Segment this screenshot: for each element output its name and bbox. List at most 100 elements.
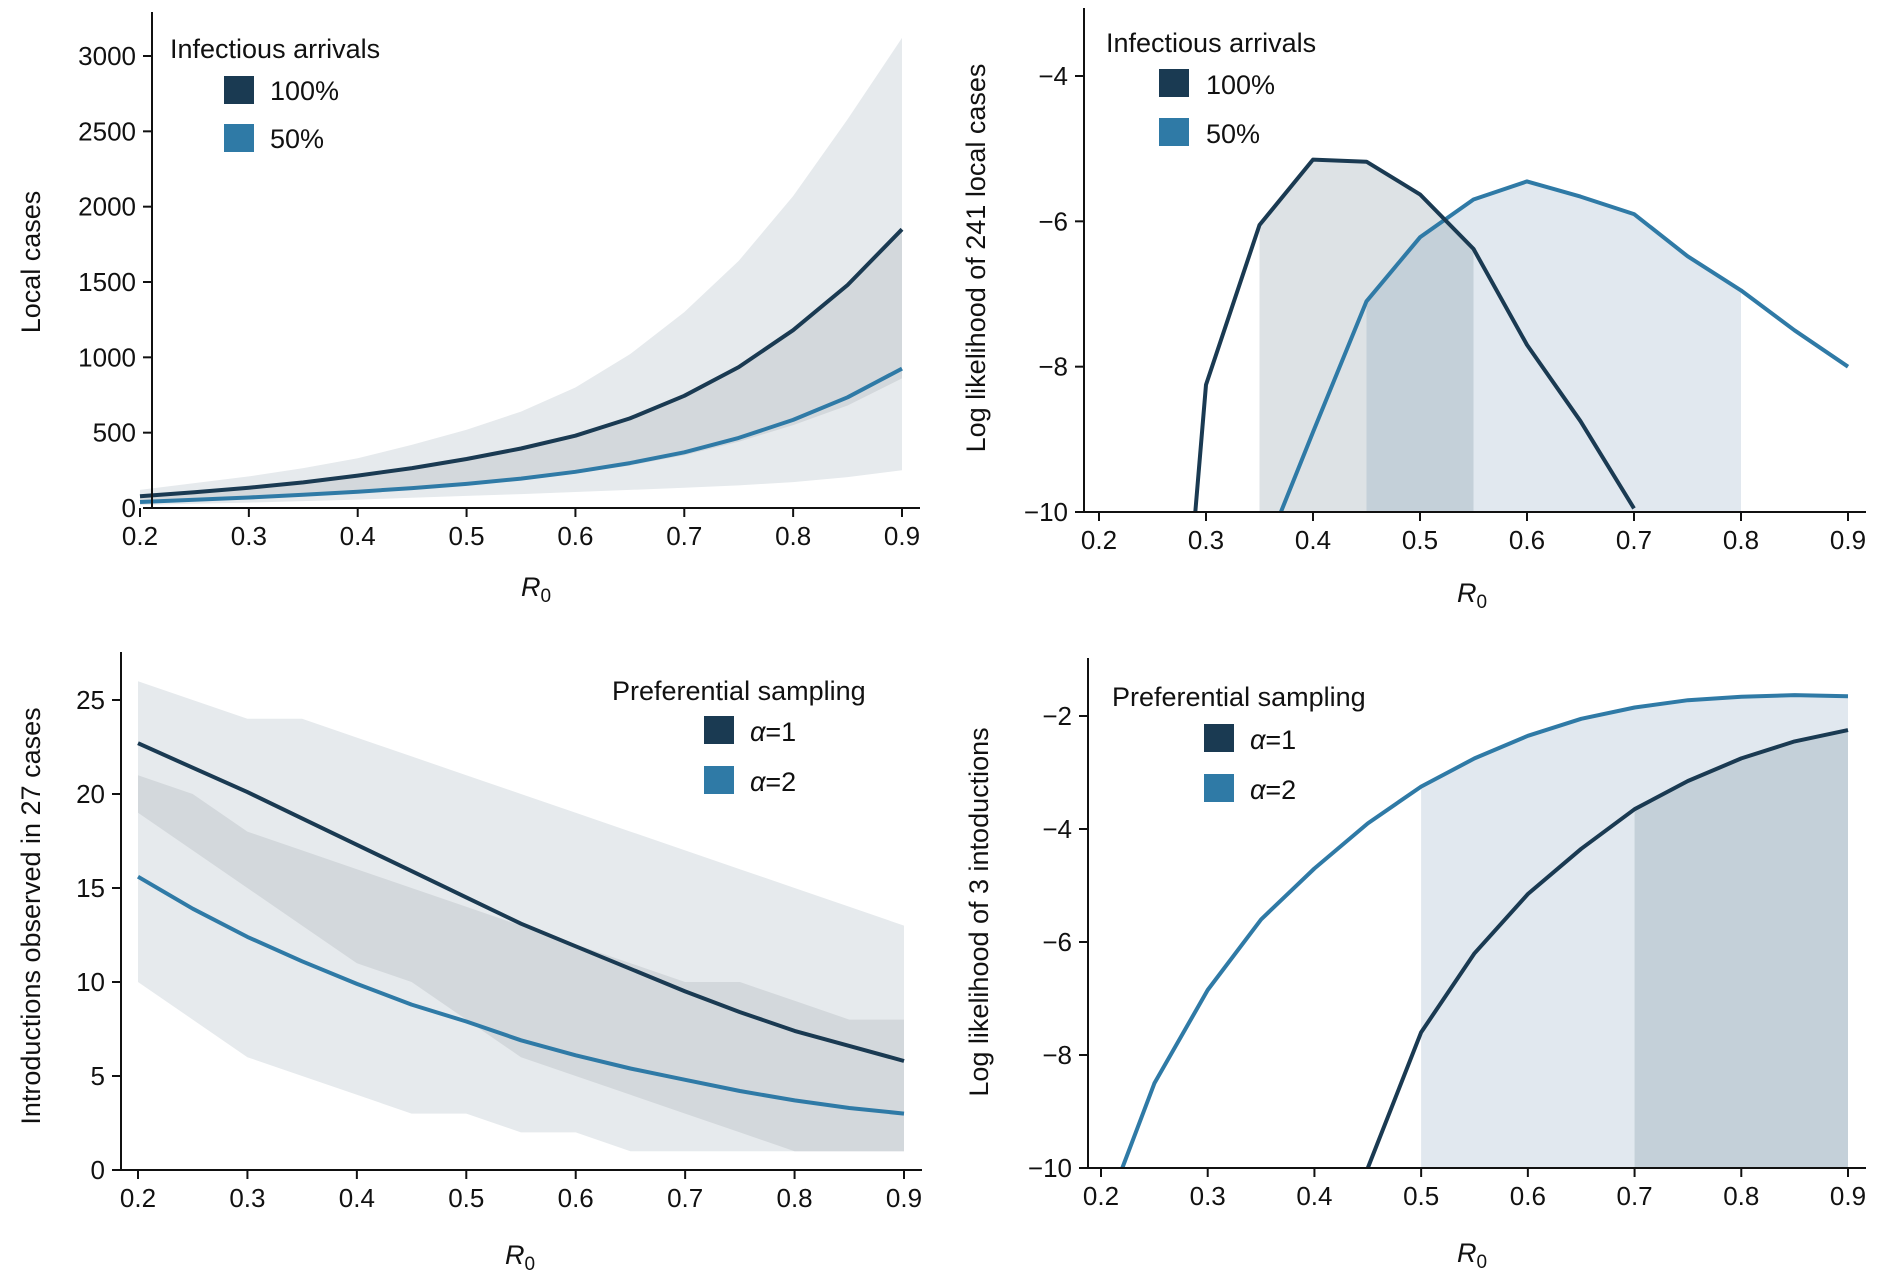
x-tick-label: 0.7 bbox=[666, 521, 702, 551]
x-axis-label-r: R bbox=[1457, 1238, 1477, 1268]
y-axis-label-loglik-local-cases: Log likelihood of 241 local cases bbox=[961, 64, 991, 453]
x-axis-label-r: R bbox=[521, 572, 541, 602]
legend-label-100: 100% bbox=[270, 76, 339, 106]
y-tick-label: −10 bbox=[1024, 497, 1068, 527]
legend-swatch-50 bbox=[224, 124, 254, 152]
ci-overlap bbox=[1634, 730, 1848, 1168]
legend-swatch-alpha2 bbox=[704, 766, 734, 794]
x-tick-label: 0.8 bbox=[1723, 525, 1759, 555]
legend-label-alpha2: α=2 bbox=[1250, 775, 1296, 805]
series-line-first bbox=[1193, 157, 1636, 513]
x-axis-label-loglik-introductions: R0 bbox=[1457, 1238, 1487, 1273]
series-line-first bbox=[139, 227, 904, 499]
series-line-second bbox=[139, 366, 903, 504]
x-tick-label: 0.8 bbox=[1723, 1181, 1759, 1211]
ci-overlap bbox=[1366, 220, 1474, 513]
x-tick-label: 0.8 bbox=[775, 521, 811, 551]
legend-swatch-50 bbox=[1159, 118, 1189, 146]
alpha-symbol: α bbox=[750, 767, 767, 797]
panel-loglik-introductions: 0.2 0.3 0.4 0.5 0.6 0.7 0.8 0.9 −10 −8 −6 −4 −2 Log … bbox=[964, 658, 1866, 1273]
x-tick-label: 0.7 bbox=[667, 1183, 703, 1213]
plot-area-local-cases: 0.2 0.3 0.4 0.5 0.6 0.7 0.8 0.9 0 500 1000 1500 2000… bbox=[78, 12, 920, 551]
legend-label-50: 50% bbox=[270, 124, 324, 154]
x-tick-label: 0.3 bbox=[1190, 1181, 1226, 1211]
y-tick-label: 1000 bbox=[78, 342, 136, 372]
alpha-value: =1 bbox=[765, 717, 796, 747]
y-tick-label: −4 bbox=[1038, 61, 1068, 91]
alpha-symbol: α bbox=[1250, 775, 1267, 805]
x-tick-label: 0.6 bbox=[1509, 525, 1545, 555]
x-tick-label: 0.4 bbox=[340, 521, 376, 551]
plot-area-loglik-local-cases: 0.2 0.3 0.4 0.5 0.6 0.7 0.8 0.9 −10 −8 −6 −4 bbox=[1024, 8, 1866, 555]
x-tick-label: 0.7 bbox=[1616, 1181, 1652, 1211]
series-line-second bbox=[136, 874, 905, 1116]
x-tick-label: 0.6 bbox=[557, 521, 593, 551]
legend-title-loglik-local-cases: Infectious arrivals bbox=[1106, 28, 1316, 58]
y-tick-label: −4 bbox=[1042, 814, 1072, 844]
legend-label-100: 100% bbox=[1206, 70, 1275, 100]
band-inner bbox=[140, 229, 902, 503]
panel-introductions: 0.2 0.3 0.4 0.5 0.6 0.7 0.8 0.9 0 5 10 15 20 25 Intro… bbox=[16, 652, 922, 1273]
x-axis-label-introductions: R0 bbox=[505, 1240, 535, 1273]
alpha-value: =2 bbox=[765, 767, 796, 797]
y-axis-label-loglik-introductions: Log likelihood of 3 intoductions bbox=[964, 727, 994, 1096]
y-tick-label: 10 bbox=[76, 967, 105, 997]
legend-title-introductions: Preferential sampling bbox=[612, 676, 866, 706]
x-tick-label: 0.4 bbox=[1296, 1181, 1332, 1211]
x-tick-label: 0.3 bbox=[231, 521, 267, 551]
x-tick-label: 0.5 bbox=[1402, 525, 1438, 555]
x-tick-label: 0.3 bbox=[1188, 525, 1224, 555]
legend-title-loglik-introductions: Preferential sampling bbox=[1112, 682, 1366, 712]
y-tick-label: 2500 bbox=[78, 116, 136, 146]
y-tick-label: 3000 bbox=[78, 41, 136, 71]
legend-swatch-alpha2 bbox=[1204, 774, 1234, 802]
x-tick-label: 0.3 bbox=[229, 1183, 265, 1213]
legend-swatch-100 bbox=[224, 76, 254, 104]
x-tick-label: 0.9 bbox=[886, 1183, 922, 1213]
x-tick-label: 0.4 bbox=[339, 1183, 375, 1213]
plot-area-introductions: 0.2 0.3 0.4 0.5 0.6 0.7 0.8 0.9 0 5 10 15 20 25 bbox=[76, 652, 922, 1213]
x-tick-label: 0.9 bbox=[1830, 525, 1866, 555]
x-tick-label: 0.5 bbox=[448, 521, 484, 551]
x-tick-label: 0.9 bbox=[884, 521, 920, 551]
x-tick-label: 0.2 bbox=[1081, 525, 1117, 555]
x-axis-label-sub: 0 bbox=[540, 586, 551, 607]
y-tick-label: 5 bbox=[91, 1061, 105, 1091]
x-tick-label: 0.4 bbox=[1295, 525, 1331, 555]
y-tick-label: 2000 bbox=[78, 192, 136, 222]
x-tick-label: 0.2 bbox=[120, 1183, 156, 1213]
plot-area-loglik-introductions: 0.2 0.3 0.4 0.5 0.6 0.7 0.8 0.9 −10 −8 −6 −4 −2 bbox=[1028, 658, 1866, 1211]
y-tick-label: 1500 bbox=[78, 267, 136, 297]
alpha-symbol: α bbox=[1250, 725, 1267, 755]
series-line-second bbox=[1120, 693, 1849, 1169]
panel-loglik-local-cases: 0.2 0.3 0.4 0.5 0.6 0.7 0.8 0.9 −10 −8 −6 −4 Log li… bbox=[961, 8, 1866, 613]
x-tick-label: 0.8 bbox=[776, 1183, 812, 1213]
x-tick-label: 0.5 bbox=[1403, 1181, 1439, 1211]
x-axis-label-r: R bbox=[505, 1240, 525, 1270]
legend-swatch-alpha1 bbox=[1204, 724, 1234, 752]
x-tick-label: 0.2 bbox=[122, 521, 158, 551]
y-tick-label: −6 bbox=[1042, 927, 1072, 957]
legend-label-alpha1: α=1 bbox=[750, 717, 796, 747]
y-tick-label: 0 bbox=[91, 1155, 105, 1185]
y-tick-label: −6 bbox=[1038, 206, 1068, 236]
alpha-value: =2 bbox=[1265, 775, 1296, 805]
series-line-first bbox=[1365, 728, 1849, 1169]
x-axis-label-local-cases: R0 bbox=[521, 572, 551, 607]
y-axis-label-local-cases: Local cases bbox=[16, 191, 46, 334]
y-tick-label: −2 bbox=[1042, 701, 1072, 731]
x-tick-label: 0.5 bbox=[448, 1183, 484, 1213]
x-tick-label: 0.6 bbox=[1510, 1181, 1546, 1211]
panel-local-cases: 0.2 0.3 0.4 0.5 0.6 0.7 0.8 0.9 0 500 1000 1500 2000… bbox=[16, 12, 920, 607]
x-tick-label: 0.9 bbox=[1830, 1181, 1866, 1211]
x-axis-label-sub: 0 bbox=[524, 1254, 535, 1273]
legend-label-50: 50% bbox=[1206, 119, 1260, 149]
y-tick-label: 15 bbox=[76, 873, 105, 903]
alpha-value: =1 bbox=[1265, 725, 1296, 755]
legend-swatch-alpha1 bbox=[704, 716, 734, 744]
x-axis-label-loglik-local-cases: R0 bbox=[1457, 578, 1487, 613]
band-inner bbox=[138, 775, 904, 1152]
band-outer bbox=[140, 37, 902, 506]
y-axis-label-introductions: Introductions observed in 27 cases bbox=[16, 707, 46, 1124]
